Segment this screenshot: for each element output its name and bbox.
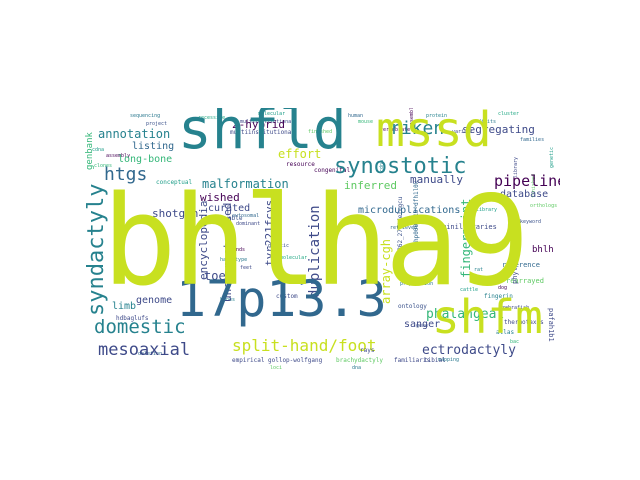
cloud-word: dog xyxy=(498,285,508,291)
cloud-word: genetic xyxy=(549,146,555,168)
cloud-word: haplotype xyxy=(220,257,248,263)
cloud-word: shotgun xyxy=(152,207,199,220)
cloud-word: mapping xyxy=(438,357,460,363)
cloud-word: listing xyxy=(132,141,175,152)
cloud-word: shfm xyxy=(432,290,543,344)
cloud-word: phalangeal xyxy=(426,307,505,322)
cloud-word: dna xyxy=(352,365,362,371)
cloud-word: ectrodactyly xyxy=(422,343,516,358)
cloud-word: rat xyxy=(474,267,484,273)
cloud-word: genetic xyxy=(268,243,290,249)
cloud-word: keyword xyxy=(520,219,542,225)
cloud-word: fingerin xyxy=(484,293,513,300)
cloud-word: wished xyxy=(200,191,240,204)
cloud-word: deletion xyxy=(138,351,163,357)
cloud-word: sequencing xyxy=(130,113,161,119)
cloud-word: bones xyxy=(220,297,236,303)
cloud-word: cdna xyxy=(92,147,105,153)
cloud-word: feet xyxy=(240,265,253,271)
cloud-word: familiaris xyxy=(394,357,431,364)
cloud-word: minilibraries xyxy=(442,223,497,231)
cloud-word: library xyxy=(476,207,498,213)
cloud-word: human xyxy=(348,113,364,119)
cloud-word: database xyxy=(500,189,549,200)
cloud-word: pafah1b1 xyxy=(547,308,555,342)
cloud-word: conceptual xyxy=(156,179,193,186)
cloud-word: segregating xyxy=(462,123,535,136)
cloud-word: riken xyxy=(390,118,445,139)
cloud-word: inferred xyxy=(344,179,397,192)
cloud-word: manually xyxy=(410,173,463,186)
cloud-word: families xyxy=(520,137,545,143)
cloud-word: assembly xyxy=(106,153,131,159)
cloud-word: sanger xyxy=(404,319,441,330)
cloud-word: preparation xyxy=(400,281,434,287)
cloud-word: ontology xyxy=(398,303,427,310)
cloud-word: split-hand/foot xyxy=(232,336,377,355)
cloud-word: tibial xyxy=(424,357,446,364)
cloud-word: finished xyxy=(308,129,333,135)
cloud-word: multiinstitutional xyxy=(230,129,296,136)
cloud-word: protein xyxy=(426,113,448,119)
cloud-word: gollop-wolfgang xyxy=(268,357,323,364)
cloud-word: gene xyxy=(416,323,429,329)
cloud-word: mssd xyxy=(376,108,492,158)
cloud-word: bhlha9 xyxy=(102,170,530,314)
cloud-word: long-bone xyxy=(118,154,173,165)
cloud-word: 2-hybrid xyxy=(232,118,285,131)
cloud-word: orthologs xyxy=(530,203,558,209)
cloud-word: digits xyxy=(478,119,497,125)
cloud-word: genome xyxy=(136,295,173,306)
cloud-word: mesoaxial xyxy=(98,340,191,360)
cloud-word: mouse xyxy=(358,119,374,125)
cloud-word: htgs xyxy=(104,164,148,185)
cloud-word: genbank xyxy=(85,132,95,170)
cloud-word: rearrayed xyxy=(506,277,544,285)
cloud-word: variant xyxy=(452,129,474,135)
cloud-word: bac xyxy=(510,339,520,345)
cloud-word: 17p13.3 xyxy=(176,270,387,328)
cloud-word: vertebrate xyxy=(380,127,411,133)
cloud-word: toes xyxy=(204,269,233,283)
cloud-word: congenital xyxy=(314,167,351,174)
cloud-word: autosomal xyxy=(232,213,260,219)
cloud-word: malformation xyxy=(202,177,289,191)
cloud-word: thermotaxis xyxy=(504,319,544,326)
cloud-word: annotation xyxy=(98,127,171,141)
cloud-word: custom xyxy=(276,293,298,300)
cloud-word: shfld xyxy=(178,108,347,162)
cloud-word: recessive xyxy=(198,115,226,121)
cloud-word: reference xyxy=(502,261,540,269)
cloud-word: rays xyxy=(360,347,375,354)
cloud-word: bhlh xyxy=(532,245,554,255)
cloud-word: retrieved xyxy=(390,225,418,231)
cloud-word: molecular xyxy=(258,111,286,117)
cloud-word: loci xyxy=(270,365,283,371)
cloud-word: limb xyxy=(112,301,137,312)
cloud-word: atlas xyxy=(496,329,515,336)
cloud-word: effort xyxy=(278,147,322,161)
word-cloud: sequencing project recessive multiinstit… xyxy=(80,108,560,372)
cloud-word: microduplications xyxy=(358,205,461,216)
cloud-word: domestic xyxy=(94,316,186,338)
cloud-word: hands xyxy=(230,247,246,253)
cloud-word: multiinstitutional xyxy=(240,119,295,125)
cloud-word: empirical xyxy=(232,357,265,364)
cloud-word: renewable xyxy=(210,215,243,222)
cloud-word: zebrafish xyxy=(502,305,530,311)
cloud-word: dominant xyxy=(236,221,261,227)
cloud-word: cluster xyxy=(498,111,520,117)
cloud-word: project xyxy=(146,121,168,127)
cloud-word: synostotic xyxy=(334,154,467,179)
cloud-word: cattle xyxy=(460,287,479,293)
cloud-word: curated xyxy=(208,203,251,214)
cloud-word: pipeline xyxy=(494,172,560,190)
cloud-word: clones xyxy=(94,163,113,169)
cloud-word: hdbaglufs xyxy=(116,315,149,322)
cloud-word: resource xyxy=(286,161,315,168)
cloud-word: molecular xyxy=(280,255,308,261)
cloud-word: brachydactyly xyxy=(336,357,383,364)
